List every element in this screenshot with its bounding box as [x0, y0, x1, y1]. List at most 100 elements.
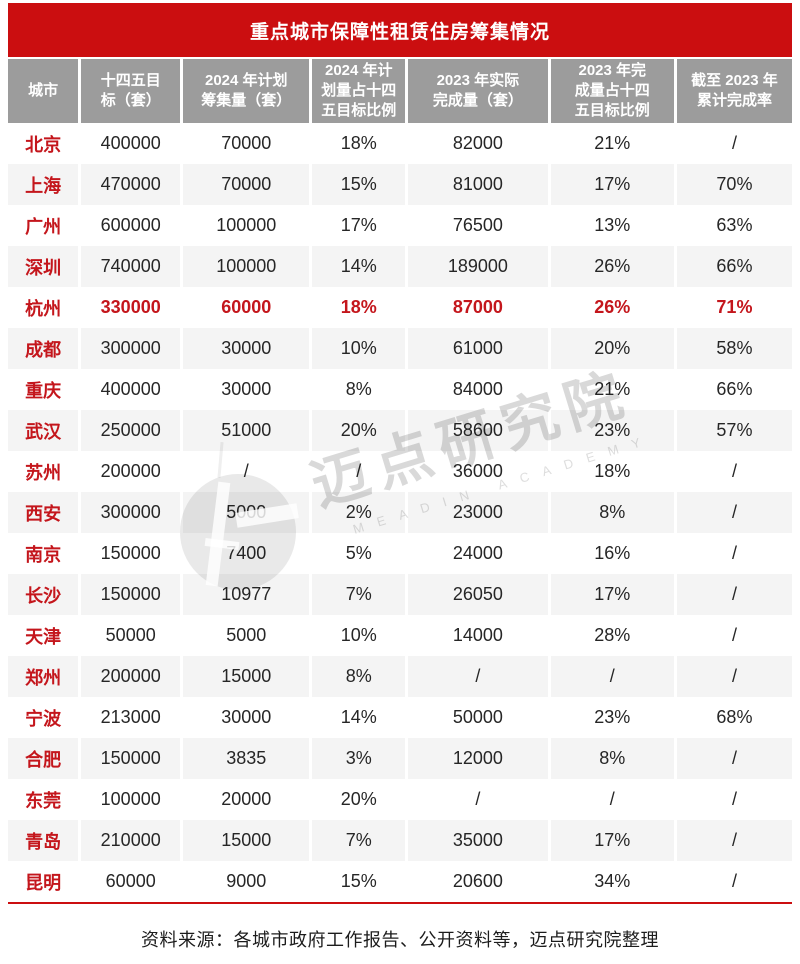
city-cell: 天津: [8, 615, 82, 656]
value-cell: /: [731, 625, 737, 645]
value-cell: 70000: [183, 123, 313, 164]
value-cell: 14%: [312, 697, 409, 738]
value-cell: 470000: [81, 164, 184, 205]
value-cell: /: [731, 789, 737, 809]
source-note: 资料来源：各城市政府工作报告、公开资料等，迈点研究院整理: [141, 930, 659, 950]
value-cell: 21%: [551, 369, 677, 410]
value-cell: 21%: [551, 123, 677, 164]
value-cell: 8%: [312, 656, 409, 697]
value-cell: /: [550, 656, 677, 697]
value-cell: 17%: [312, 205, 409, 246]
column-header: 2023 年实际 完成量（套）: [408, 59, 551, 123]
value-cell: 2%: [312, 492, 409, 533]
value-cell: 15%: [312, 164, 409, 205]
value-cell: 200000: [81, 451, 184, 492]
value-cell: 13%: [551, 205, 677, 246]
column-header: 2023 年完 成量占十四 五目标比例: [550, 59, 677, 123]
value-cell: 10%: [312, 615, 409, 656]
value-cell: 17%: [550, 164, 677, 205]
value-cell: 26%: [550, 246, 677, 287]
value-cell: 100000: [81, 779, 184, 820]
column-header: 城市: [8, 59, 82, 123]
value-cell: 57%: [676, 410, 792, 451]
header-row: 城市 十四五目 标（套） 2024 年计划 筹集量（套） 2024 年计 划量占十四 …: [8, 59, 792, 123]
value-cell: 61000: [408, 328, 551, 369]
value-cell: 68%: [716, 707, 753, 727]
table-row: 东莞 100000 20000 20% / / /: [8, 779, 792, 820]
city-cell: 苏州: [8, 451, 82, 492]
value-cell: 12000: [408, 738, 551, 779]
value-cell: 200000: [81, 656, 184, 697]
value-cell: 26050: [408, 574, 551, 615]
city-cell: 广州: [8, 205, 82, 246]
table-row: 杭州 330000 60000 18% 87000 26% 71%: [8, 287, 792, 328]
value-cell: 7%: [312, 820, 409, 861]
value-cell: 20%: [312, 779, 409, 820]
value-cell: 71%: [716, 297, 753, 317]
value-cell: 250000: [81, 410, 184, 451]
value-cell: 300000: [81, 328, 184, 369]
value-cell: 23%: [550, 410, 677, 451]
value-cell: 100000: [183, 205, 313, 246]
table-row: 西安 300000 5000 2% 23000 8% /: [8, 492, 792, 533]
value-cell: 150000: [81, 574, 184, 615]
city-cell: 重庆: [8, 369, 82, 410]
value-cell: /: [551, 779, 677, 820]
value-cell: 189000: [408, 246, 551, 287]
table-row: 北京 400000 70000 18% 82000 21% /: [8, 123, 792, 164]
table-row: 上海 470000 70000 15% 81000 17% 70%: [8, 164, 792, 205]
city-cell: 深圳: [8, 246, 82, 287]
value-cell: 24000: [408, 533, 551, 574]
value-cell: 14000: [408, 615, 551, 656]
value-cell: 36000: [408, 451, 551, 492]
value-cell: 18%: [312, 123, 409, 164]
value-cell: /: [731, 543, 737, 563]
value-cell: 17%: [550, 574, 677, 615]
value-cell: 740000: [81, 246, 184, 287]
table-row: 昆明 60000 9000 15% 20600 34% /: [8, 861, 792, 902]
city-cell: 北京: [8, 123, 82, 164]
value-cell: 30000: [183, 697, 313, 738]
value-cell: /: [731, 871, 737, 891]
table-title-bar: 重点城市保障性租赁住房筹集情况: [8, 3, 792, 57]
value-cell: 3%: [312, 738, 409, 779]
value-cell: 20%: [312, 410, 409, 451]
value-cell: 50000: [81, 615, 184, 656]
value-cell: 9000: [183, 861, 313, 902]
city-cell: 武汉: [8, 410, 82, 451]
value-cell: 330000: [81, 287, 184, 328]
value-cell: 84000: [408, 369, 551, 410]
city-cell: 郑州: [8, 656, 82, 697]
value-cell: 600000: [81, 205, 184, 246]
table-row: 长沙 150000 10977 7% 26050 17% /: [8, 574, 792, 615]
table-row: 天津 50000 5000 10% 14000 28% /: [8, 615, 792, 656]
value-cell: 23000: [408, 492, 551, 533]
value-cell: 400000: [81, 369, 184, 410]
value-cell: 30000: [183, 369, 313, 410]
value-cell: 82000: [408, 123, 551, 164]
value-cell: 150000: [81, 533, 184, 574]
value-cell: 213000: [81, 697, 184, 738]
value-cell: 60000: [81, 861, 184, 902]
value-cell: 150000: [81, 738, 184, 779]
value-cell: 70%: [676, 164, 792, 205]
value-cell: 8%: [550, 738, 677, 779]
value-cell: 30000: [183, 328, 313, 369]
value-cell: 5%: [312, 533, 409, 574]
value-cell: 50000: [408, 697, 551, 738]
value-cell: 17%: [550, 820, 677, 861]
value-cell: 23%: [551, 697, 677, 738]
column-header: 2024 年计划 筹集量（套）: [183, 59, 313, 123]
value-cell: 63%: [716, 215, 753, 235]
city-cell: 宁波: [8, 697, 82, 738]
value-cell: /: [731, 461, 737, 481]
value-cell: /: [408, 656, 551, 697]
table-row: 重庆 400000 30000 8% 84000 21% 66%: [8, 369, 792, 410]
value-cell: 35000: [408, 820, 551, 861]
value-cell: 18%: [312, 287, 409, 328]
value-cell: 15%: [312, 861, 409, 902]
city-cell: 青岛: [8, 820, 82, 861]
value-cell: 58600: [408, 410, 551, 451]
value-cell: 3835: [183, 738, 313, 779]
